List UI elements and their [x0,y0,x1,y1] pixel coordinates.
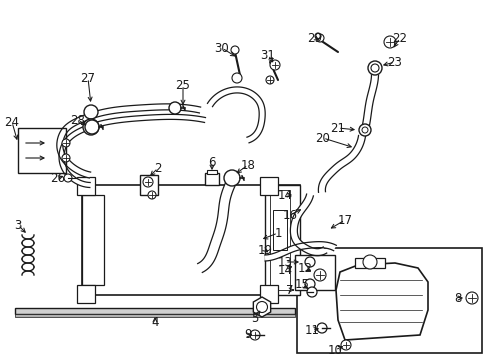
Bar [296,248,481,353]
Bar [272,210,286,250]
Circle shape [313,269,325,281]
Bar [206,170,217,174]
Circle shape [265,76,273,84]
Circle shape [249,330,260,340]
Polygon shape [362,75,378,126]
Bar [82,195,104,285]
Polygon shape [253,297,270,317]
Text: 6: 6 [208,156,215,168]
Circle shape [316,323,326,333]
Text: 26: 26 [50,171,65,185]
Circle shape [314,33,320,39]
Circle shape [305,257,314,267]
Circle shape [305,279,314,289]
Circle shape [465,292,477,304]
Text: 14: 14 [277,264,292,276]
Circle shape [269,60,280,70]
Circle shape [231,73,242,83]
Circle shape [62,139,70,147]
Polygon shape [335,263,427,340]
Polygon shape [264,242,336,261]
Bar [354,258,384,268]
Text: 27: 27 [81,72,95,85]
Text: 31: 31 [260,49,275,62]
Text: 9: 9 [244,328,251,342]
Circle shape [383,36,395,48]
Polygon shape [59,114,205,188]
Circle shape [367,61,381,75]
Polygon shape [207,87,264,143]
Bar [82,185,299,295]
Bar [260,285,278,303]
Text: 22: 22 [392,32,407,45]
Circle shape [85,120,99,134]
Text: 16: 16 [282,208,297,221]
Text: 2: 2 [154,162,162,175]
Bar [77,285,95,303]
Circle shape [358,124,370,136]
Text: 23: 23 [387,55,402,68]
Circle shape [340,340,350,350]
Text: 28: 28 [70,113,85,126]
Text: 25: 25 [175,78,190,91]
Text: 10: 10 [327,343,342,356]
Circle shape [64,174,72,182]
Circle shape [84,105,98,119]
Bar [15,314,294,317]
Circle shape [256,302,267,312]
Polygon shape [57,104,200,178]
Text: 8: 8 [453,292,461,305]
Circle shape [306,287,316,297]
Text: 13: 13 [277,256,292,269]
Bar [269,190,289,290]
Circle shape [361,127,367,133]
Bar [260,177,278,195]
Text: 5: 5 [251,311,258,324]
Polygon shape [197,172,239,273]
Text: 14: 14 [277,189,292,202]
Bar [294,255,334,290]
Text: 3: 3 [14,219,21,231]
Text: 7: 7 [285,284,293,297]
Circle shape [370,64,378,72]
Text: 15: 15 [294,279,309,292]
Text: 4: 4 [151,315,159,328]
Text: 21: 21 [330,122,345,135]
Text: 29: 29 [307,32,322,45]
Circle shape [83,119,99,135]
Bar [264,185,299,295]
Text: 19: 19 [257,243,272,257]
Polygon shape [290,194,326,256]
Bar [15,308,294,314]
Text: 11: 11 [304,324,319,337]
Circle shape [230,46,239,54]
Polygon shape [318,135,365,192]
Text: 1: 1 [274,226,281,239]
Text: 20: 20 [315,131,330,144]
Bar [77,177,95,195]
Text: 17: 17 [337,213,352,226]
Bar [204,173,219,185]
Text: 24: 24 [4,116,20,129]
Circle shape [142,177,153,187]
Circle shape [224,170,240,186]
Circle shape [169,102,181,114]
Bar [18,128,66,173]
Text: 30: 30 [214,41,229,54]
Circle shape [362,255,376,269]
Circle shape [62,154,70,162]
Text: 18: 18 [240,158,255,171]
Circle shape [148,191,156,199]
Circle shape [315,34,324,42]
Text: 12: 12 [297,261,312,274]
Bar [140,175,158,195]
